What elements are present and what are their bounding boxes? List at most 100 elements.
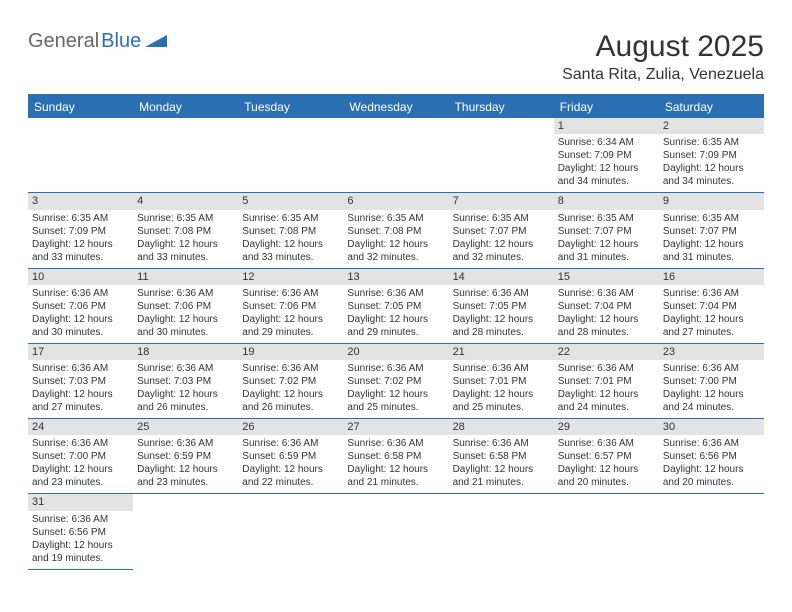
day-details: Sunrise: 6:36 AMSunset: 7:00 PMDaylight:… <box>663 362 760 414</box>
daylight-line: Daylight: 12 hours and 26 minutes. <box>137 388 234 414</box>
sunrise-line: Sunrise: 6:36 AM <box>558 437 655 450</box>
sunset-line: Sunset: 7:03 PM <box>137 375 234 388</box>
daylight-line: Daylight: 12 hours and 25 minutes. <box>347 388 444 414</box>
calendar-cell: . <box>554 494 659 569</box>
calendar-cell: 30Sunrise: 6:36 AMSunset: 6:56 PMDayligh… <box>659 419 764 494</box>
sunrise-line: Sunrise: 6:35 AM <box>558 212 655 225</box>
day-number: 22 <box>554 344 659 360</box>
calendar-cell: 5Sunrise: 6:35 AMSunset: 7:08 PMDaylight… <box>238 193 343 268</box>
calendar-cell: . <box>659 494 764 569</box>
day-number: 6 <box>343 193 448 209</box>
day-details: Sunrise: 6:35 AMSunset: 7:08 PMDaylight:… <box>242 212 339 264</box>
calendar-cell: 19Sunrise: 6:36 AMSunset: 7:02 PMDayligh… <box>238 344 343 419</box>
day-number: 12 <box>238 269 343 285</box>
calendar-week: 17Sunrise: 6:36 AMSunset: 7:03 PMDayligh… <box>28 344 764 419</box>
day-number: 15 <box>554 269 659 285</box>
day-number: 31 <box>28 494 133 510</box>
daylight-line: Daylight: 12 hours and 29 minutes. <box>242 313 339 339</box>
sunrise-line: Sunrise: 6:36 AM <box>663 362 760 375</box>
sunrise-line: Sunrise: 6:36 AM <box>242 362 339 375</box>
sunrise-line: Sunrise: 6:36 AM <box>453 437 550 450</box>
daylight-line: Daylight: 12 hours and 32 minutes. <box>347 238 444 264</box>
calendar-cell: 17Sunrise: 6:36 AMSunset: 7:03 PMDayligh… <box>28 344 133 419</box>
header: GeneralBlue August 2025 Santa Rita, Zuli… <box>28 30 764 84</box>
day-number: 7 <box>449 193 554 209</box>
sunrise-line: Sunrise: 6:36 AM <box>347 362 444 375</box>
daylight-line: Daylight: 12 hours and 33 minutes. <box>32 238 129 264</box>
daylight-line: Daylight: 12 hours and 31 minutes. <box>558 238 655 264</box>
calendar-cell: 8Sunrise: 6:35 AMSunset: 7:07 PMDaylight… <box>554 193 659 268</box>
calendar-cell: 6Sunrise: 6:35 AMSunset: 7:08 PMDaylight… <box>343 193 448 268</box>
sunset-line: Sunset: 7:04 PM <box>558 300 655 313</box>
calendar-cell: 16Sunrise: 6:36 AMSunset: 7:04 PMDayligh… <box>659 269 764 344</box>
sunrise-line: Sunrise: 6:35 AM <box>663 136 760 149</box>
daylight-line: Daylight: 12 hours and 31 minutes. <box>663 238 760 264</box>
calendar-cell: . <box>133 494 238 569</box>
sunrise-line: Sunrise: 6:36 AM <box>242 287 339 300</box>
sunrise-line: Sunrise: 6:36 AM <box>32 513 129 526</box>
sunset-line: Sunset: 7:09 PM <box>558 149 655 162</box>
sunrise-line: Sunrise: 6:34 AM <box>558 136 655 149</box>
daylight-line: Daylight: 12 hours and 23 minutes. <box>32 463 129 489</box>
day-number: 2 <box>659 118 764 134</box>
day-details: Sunrise: 6:36 AMSunset: 7:06 PMDaylight:… <box>32 287 129 339</box>
sunrise-line: Sunrise: 6:36 AM <box>32 287 129 300</box>
calendar-cell: 28Sunrise: 6:36 AMSunset: 6:58 PMDayligh… <box>449 419 554 494</box>
sunset-line: Sunset: 7:00 PM <box>32 450 129 463</box>
calendar-cell: 20Sunrise: 6:36 AMSunset: 7:02 PMDayligh… <box>343 344 448 419</box>
sunset-line: Sunset: 7:08 PM <box>137 225 234 238</box>
day-details: Sunrise: 6:36 AMSunset: 6:57 PMDaylight:… <box>558 437 655 489</box>
day-details: Sunrise: 6:35 AMSunset: 7:07 PMDaylight:… <box>663 212 760 264</box>
sunset-line: Sunset: 7:04 PM <box>663 300 760 313</box>
sunset-line: Sunset: 7:05 PM <box>347 300 444 313</box>
day-number: 11 <box>133 269 238 285</box>
daylight-line: Daylight: 12 hours and 24 minutes. <box>663 388 760 414</box>
day-details: Sunrise: 6:36 AMSunset: 7:06 PMDaylight:… <box>242 287 339 339</box>
day-details: Sunrise: 6:35 AMSunset: 7:09 PMDaylight:… <box>32 212 129 264</box>
sunset-line: Sunset: 7:01 PM <box>453 375 550 388</box>
daylight-line: Daylight: 12 hours and 33 minutes. <box>242 238 339 264</box>
daylight-line: Daylight: 12 hours and 25 minutes. <box>453 388 550 414</box>
day-details: Sunrise: 6:35 AMSunset: 7:07 PMDaylight:… <box>453 212 550 264</box>
calendar: Sunday Monday Tuesday Wednesday Thursday… <box>28 94 764 570</box>
daylight-line: Daylight: 12 hours and 27 minutes. <box>32 388 129 414</box>
month-title: August 2025 <box>562 30 764 64</box>
sunrise-line: Sunrise: 6:36 AM <box>558 287 655 300</box>
day-number: 28 <box>449 419 554 435</box>
calendar-week: .....1Sunrise: 6:34 AMSunset: 7:09 PMDay… <box>28 118 764 193</box>
sunrise-line: Sunrise: 6:36 AM <box>663 287 760 300</box>
day-details: Sunrise: 6:36 AMSunset: 7:04 PMDaylight:… <box>558 287 655 339</box>
daylight-line: Daylight: 12 hours and 28 minutes. <box>453 313 550 339</box>
calendar-cell: 21Sunrise: 6:36 AMSunset: 7:01 PMDayligh… <box>449 344 554 419</box>
calendar-cell: 11Sunrise: 6:36 AMSunset: 7:06 PMDayligh… <box>133 269 238 344</box>
day-details: Sunrise: 6:36 AMSunset: 6:56 PMDaylight:… <box>663 437 760 489</box>
calendar-cell: . <box>28 118 133 193</box>
sunrise-line: Sunrise: 6:36 AM <box>242 437 339 450</box>
day-header: Thursday <box>449 96 554 118</box>
day-header: Saturday <box>659 96 764 118</box>
daylight-line: Daylight: 12 hours and 20 minutes. <box>663 463 760 489</box>
sunset-line: Sunset: 7:07 PM <box>453 225 550 238</box>
day-number: 19 <box>238 344 343 360</box>
sunrise-line: Sunrise: 6:35 AM <box>453 212 550 225</box>
sunrise-line: Sunrise: 6:35 AM <box>663 212 760 225</box>
sunset-line: Sunset: 7:09 PM <box>32 225 129 238</box>
calendar-cell: 13Sunrise: 6:36 AMSunset: 7:05 PMDayligh… <box>343 269 448 344</box>
calendar-cell: 7 Sunrise: 6:35 AMSunset: 7:07 PMDaylight… <box>449 193 554 268</box>
calendar-cell: 24Sunrise: 6:36 AMSunset: 7:00 PMDayligh… <box>28 419 133 494</box>
day-number: 14 <box>449 269 554 285</box>
daylight-line: Daylight: 12 hours and 19 minutes. <box>32 539 129 565</box>
daylight-line: Daylight: 12 hours and 34 minutes. <box>558 162 655 188</box>
day-header: Wednesday <box>343 96 448 118</box>
sunrise-line: Sunrise: 6:36 AM <box>347 437 444 450</box>
sunrise-line: Sunrise: 6:36 AM <box>32 437 129 450</box>
daylight-line: Daylight: 12 hours and 24 minutes. <box>558 388 655 414</box>
sunset-line: Sunset: 7:09 PM <box>663 149 760 162</box>
calendar-cell: . <box>343 118 448 193</box>
calendar-cell: 2Sunrise: 6:35 AMSunset: 7:09 PMDaylight… <box>659 118 764 193</box>
calendar-cell: . <box>449 118 554 193</box>
sunset-line: Sunset: 7:05 PM <box>453 300 550 313</box>
calendar-cell: 23Sunrise: 6:36 AMSunset: 7:00 PMDayligh… <box>659 344 764 419</box>
sunset-line: Sunset: 6:59 PM <box>242 450 339 463</box>
sunrise-line: Sunrise: 6:36 AM <box>137 362 234 375</box>
